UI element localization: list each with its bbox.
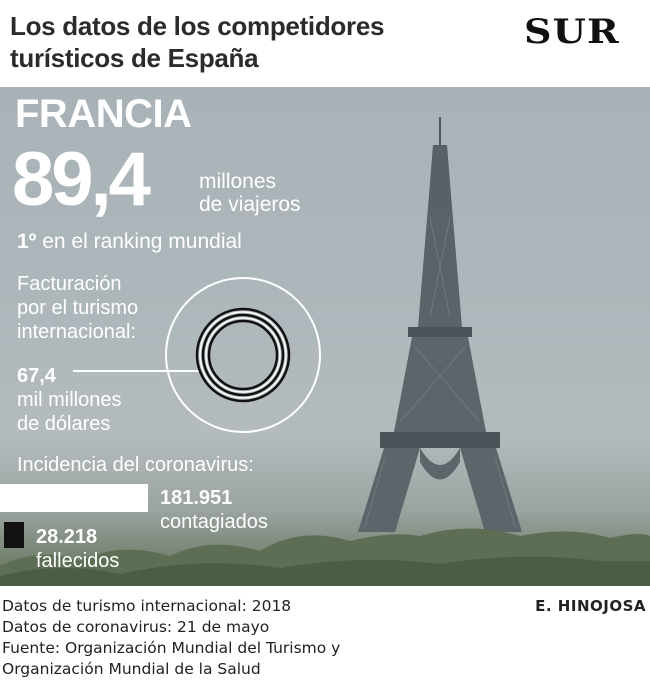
revenue-unit-line-2: de dólares	[17, 413, 111, 435]
trees-silhouette	[0, 528, 650, 586]
deaths-block: 28.218 fallecidos	[36, 525, 119, 573]
cases-value: 181.951	[160, 487, 233, 509]
title-line-2: turísticos de España	[10, 43, 259, 73]
revenue-value-block: 67,4 mil millones de dólares	[17, 364, 121, 436]
country-name: FRANCIA	[15, 92, 192, 136]
ranking: 1º en el ranking mundial	[17, 230, 242, 254]
footer-line-4: Organización Mundial de la Salud	[2, 660, 261, 678]
revenue-label-line-3: internacional:	[17, 321, 136, 343]
cases-bar	[0, 484, 148, 512]
cases-block: 181.951 contagiados	[160, 486, 268, 534]
cases-label: contagiados	[160, 511, 268, 533]
footer-line-2: Datos de coronavirus: 21 de mayo	[2, 618, 270, 636]
revenue-unit-line-1: mil millones	[17, 389, 122, 411]
title-line-1: Los datos de los competidores	[10, 11, 385, 41]
footer-line-1: Datos de turismo internacional: 2018	[2, 597, 292, 615]
deaths-bar	[4, 522, 24, 548]
eiffel-tower-illustration	[358, 117, 522, 532]
travelers-unit-line-2: de viajeros	[199, 193, 301, 216]
travelers-unit-line-1: millones	[199, 170, 277, 193]
revenue-label: Facturación por el turismo internacional…	[17, 272, 138, 344]
travelers-unit: millones de viajeros	[199, 170, 301, 216]
revenue-label-line-2: por el turismo	[17, 297, 139, 319]
author-credit: E. HINOJOSA	[535, 597, 646, 615]
deaths-label: fallecidos	[36, 550, 120, 572]
revenue-label-line-1: Facturación	[17, 273, 122, 295]
revenue-value: 67,4	[17, 365, 56, 387]
rank-number: 1º	[17, 230, 37, 253]
page-title: Los datos de los competidores turísticos…	[10, 10, 480, 74]
rank-text: en el ranking mundial	[42, 230, 242, 253]
footer-notes: Datos de turismo internacional: 2018 Dat…	[2, 596, 340, 680]
sur-logo: SUR	[524, 12, 620, 52]
footer-line-3: Fuente: Organización Mundial del Turismo…	[2, 639, 341, 657]
travelers-value: 89,4	[12, 137, 151, 222]
deaths-value: 28.218	[36, 526, 98, 548]
incidence-label: Incidencia del coronavirus:	[17, 454, 254, 476]
